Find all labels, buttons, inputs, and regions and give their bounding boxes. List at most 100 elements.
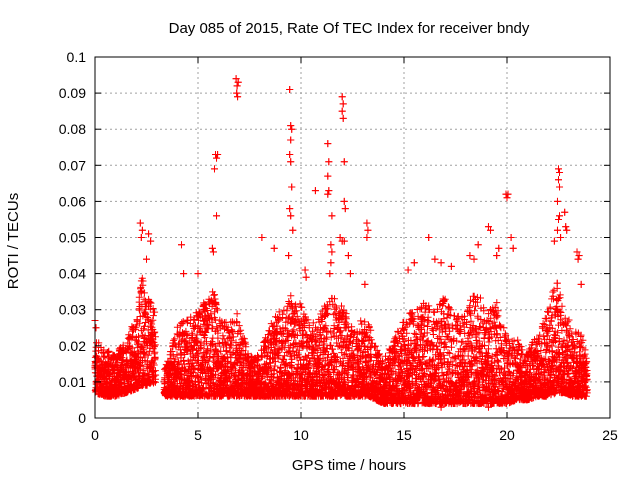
data-point <box>213 212 221 220</box>
y-tick-label: 0.1 <box>67 49 87 65</box>
data-point <box>287 136 295 144</box>
y-tick-label: 0.03 <box>59 302 86 318</box>
y-tick-label: 0.02 <box>59 338 86 354</box>
data-point <box>147 237 155 245</box>
data-point <box>466 252 474 260</box>
data-point <box>138 226 146 234</box>
data-point <box>556 169 564 177</box>
data-point <box>495 244 503 252</box>
data-point <box>302 273 310 281</box>
data-point <box>503 194 511 202</box>
data-point <box>340 158 348 166</box>
data-point <box>136 219 144 227</box>
data-point <box>92 324 100 332</box>
notable-markers <box>91 75 585 411</box>
data-point <box>557 234 565 241</box>
data-point <box>437 403 445 411</box>
data-point <box>437 259 445 267</box>
data-point <box>194 270 202 278</box>
data-point <box>339 100 347 108</box>
data-point <box>573 248 581 256</box>
data-point <box>325 158 333 166</box>
data-point <box>340 197 348 205</box>
y-tick-label: 0 <box>78 410 86 426</box>
data-point <box>361 280 369 288</box>
data-point <box>301 266 309 274</box>
data-point <box>577 280 585 288</box>
data-point <box>470 255 478 263</box>
x-tick-label: 10 <box>293 427 309 443</box>
data-point <box>328 212 336 220</box>
data-point <box>210 165 218 173</box>
data-point <box>553 197 561 205</box>
data-point <box>328 248 336 256</box>
data-point <box>180 270 188 278</box>
data-point <box>484 223 492 231</box>
data-point <box>233 89 241 97</box>
data-point <box>487 226 495 234</box>
data-point <box>363 219 371 227</box>
data-point <box>326 270 334 278</box>
data-point <box>563 226 571 234</box>
data-point <box>286 150 294 158</box>
data-point <box>363 234 371 241</box>
data-point <box>143 255 150 263</box>
data-point <box>431 255 439 263</box>
data-point <box>555 176 562 184</box>
data-point <box>404 266 412 274</box>
data-point <box>556 183 564 191</box>
data-point <box>561 208 569 216</box>
data-point <box>575 252 583 260</box>
data-point <box>550 237 558 245</box>
data-point <box>336 234 344 241</box>
y-tick-label: 0.05 <box>59 230 86 246</box>
data-point <box>555 165 562 173</box>
data-point <box>474 241 482 249</box>
data-point <box>555 215 562 223</box>
data-point <box>289 226 297 234</box>
x-tick-label: 5 <box>194 427 202 443</box>
data-point <box>270 244 278 252</box>
data-point <box>232 75 240 83</box>
data-point <box>325 187 333 195</box>
data-point <box>209 248 217 256</box>
data-point <box>340 237 348 245</box>
data-point <box>425 234 433 241</box>
data-point <box>507 234 515 241</box>
data-point <box>509 244 517 252</box>
data-point <box>447 262 455 270</box>
data-point <box>287 122 295 130</box>
data-point <box>287 212 295 220</box>
axes: 0 5 10 15 20 25 0 0.01 0.02 0.03 0.04 0.05 0.06 0.07 0… <box>59 49 618 443</box>
data-point <box>324 172 332 180</box>
data-point <box>339 114 347 122</box>
data-point <box>233 82 241 90</box>
data-point <box>484 403 492 411</box>
data-point <box>234 93 242 101</box>
data-point <box>341 205 349 213</box>
data-point <box>234 78 242 86</box>
y-tick-label: 0.01 <box>59 374 86 390</box>
data-point <box>311 187 319 195</box>
data-point <box>285 252 293 260</box>
data-point <box>553 226 561 234</box>
data-point <box>327 259 335 267</box>
y-tick-label: 0.09 <box>59 85 86 101</box>
data-point <box>504 190 512 198</box>
y-tick-label: 0.06 <box>59 193 86 209</box>
data-points <box>91 75 591 411</box>
data-point <box>178 241 186 249</box>
data-point <box>562 223 570 231</box>
data-point <box>410 259 418 267</box>
x-tick-label: 0 <box>91 427 99 443</box>
data-point <box>324 140 332 148</box>
x-tick-label: 25 <box>602 427 618 443</box>
data-point <box>145 230 153 238</box>
data-point <box>213 154 221 162</box>
x-tick-label: 15 <box>396 427 412 443</box>
data-point <box>288 125 296 133</box>
x-tick-label: 20 <box>499 427 515 443</box>
data-point <box>214 150 222 158</box>
